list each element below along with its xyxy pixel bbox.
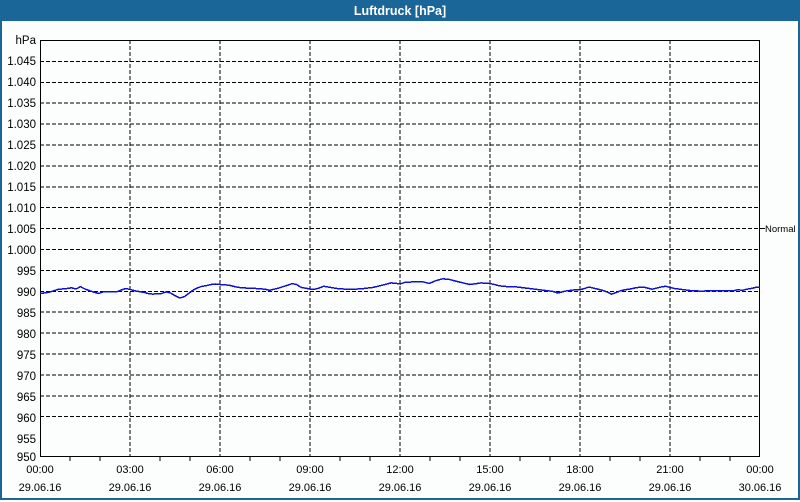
svg-text:Normal: Normal <box>765 224 796 235</box>
svg-text:00:00: 00:00 <box>746 464 774 476</box>
svg-text:21:00: 21:00 <box>656 464 684 476</box>
svg-text:985: 985 <box>17 308 36 320</box>
svg-text:1.015: 1.015 <box>7 182 36 194</box>
svg-text:950: 950 <box>17 452 36 464</box>
svg-text:06:00: 06:00 <box>206 464 234 476</box>
svg-text:29.06.16: 29.06.16 <box>19 482 62 494</box>
svg-text:hPa: hPa <box>16 35 37 47</box>
svg-text:09:00: 09:00 <box>296 464 324 476</box>
svg-text:995: 995 <box>17 266 36 278</box>
svg-text:03:00: 03:00 <box>116 464 144 476</box>
svg-text:29.06.16: 29.06.16 <box>469 482 512 494</box>
svg-text:965: 965 <box>17 392 36 404</box>
svg-text:1.040: 1.040 <box>7 77 36 89</box>
svg-text:29.06.16: 29.06.16 <box>109 482 152 494</box>
svg-text:1.005: 1.005 <box>7 224 36 236</box>
svg-text:00:00: 00:00 <box>26 464 54 476</box>
svg-text:955: 955 <box>17 434 36 446</box>
svg-text:990: 990 <box>17 287 36 299</box>
svg-text:960: 960 <box>17 413 36 425</box>
svg-text:1.030: 1.030 <box>7 119 36 131</box>
svg-text:1.045: 1.045 <box>7 56 36 68</box>
svg-text:29.06.16: 29.06.16 <box>289 482 332 494</box>
svg-text:29.06.16: 29.06.16 <box>199 482 242 494</box>
svg-text:1.025: 1.025 <box>7 140 36 152</box>
svg-text:29.06.16: 29.06.16 <box>379 482 422 494</box>
svg-text:1.000: 1.000 <box>7 245 36 257</box>
svg-text:18:00: 18:00 <box>566 464 594 476</box>
svg-text:12:00: 12:00 <box>386 464 414 476</box>
svg-text:30.06.16: 30.06.16 <box>739 482 782 494</box>
svg-text:1.035: 1.035 <box>7 98 36 110</box>
svg-text:1.020: 1.020 <box>7 161 36 173</box>
svg-text:29.06.16: 29.06.16 <box>649 482 692 494</box>
svg-text:29.06.16: 29.06.16 <box>559 482 602 494</box>
svg-text:975: 975 <box>17 350 36 362</box>
svg-text:1.010: 1.010 <box>7 203 36 215</box>
svg-text:980: 980 <box>17 329 36 341</box>
svg-text:970: 970 <box>17 371 36 383</box>
svg-text:15:00: 15:00 <box>476 464 504 476</box>
